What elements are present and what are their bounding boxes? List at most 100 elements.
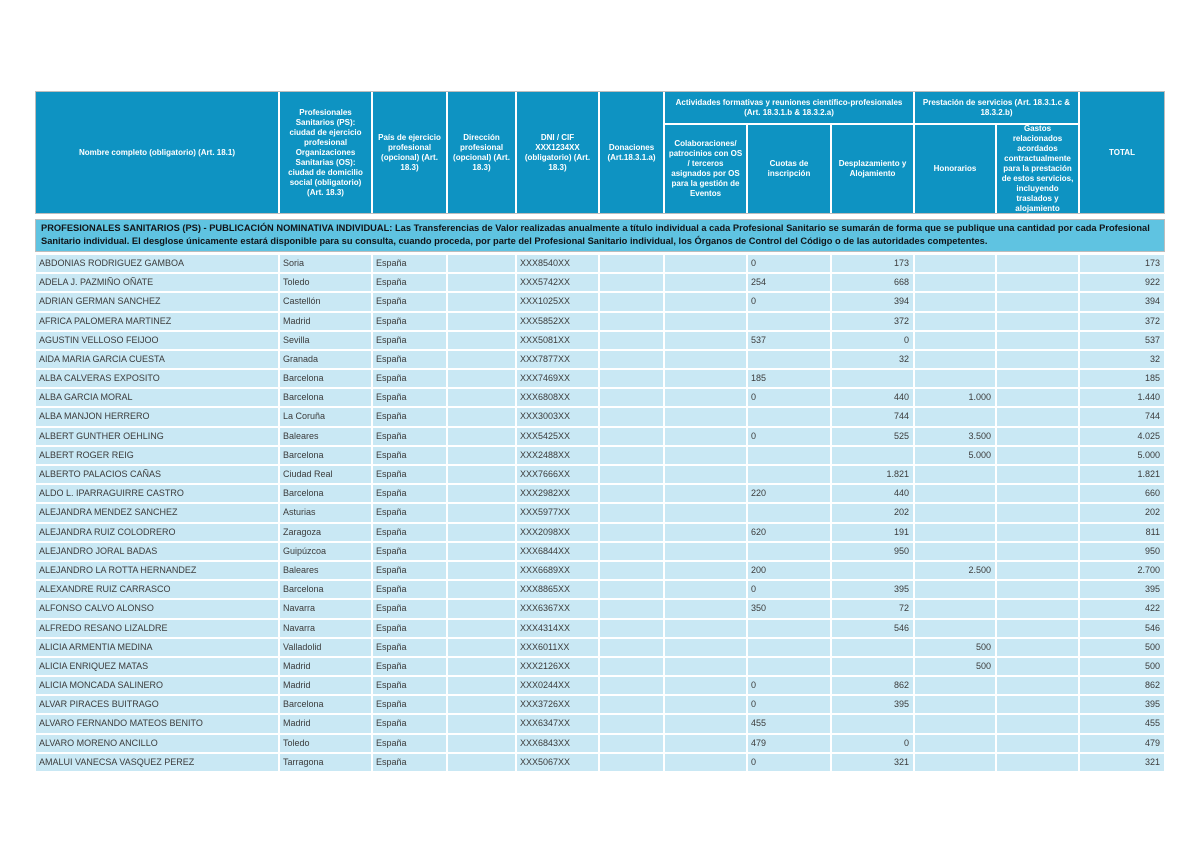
cell-direccion	[448, 542, 515, 560]
table-row: AFRICA PALOMERA MARTINEZ Madrid España XXX5…	[36, 312, 1164, 330]
cell-ciudad: Barcelona	[280, 581, 371, 599]
col-header-pais: País de ejercicio profesional (opcional)…	[373, 92, 446, 213]
cell-direccion	[448, 350, 515, 369]
cell-desplazamiento-alojamiento: 372	[832, 312, 913, 330]
cell-nombre: ALVARO MORENO ANCILLO	[36, 734, 278, 752]
cell-total: 537	[1080, 331, 1164, 349]
col-header-cuotas-inscripcion: Cuotas de inscripción	[748, 125, 830, 213]
cell-donaciones	[600, 370, 663, 388]
cell-desplazamiento-alojamiento: 1.821	[832, 466, 913, 484]
cell-colaboraciones	[665, 408, 746, 426]
cell-ciudad: Toledo	[280, 734, 371, 752]
cell-gastos-relacionados	[997, 638, 1078, 656]
cell-honorarios: 1.000	[915, 389, 995, 407]
cell-colaboraciones	[665, 638, 746, 656]
cell-cuotas-inscripcion	[748, 542, 830, 560]
cell-gastos-relacionados	[997, 331, 1078, 349]
cell-total: 500	[1080, 638, 1164, 656]
cell-total: 922	[1080, 274, 1164, 292]
cell-donaciones	[600, 485, 663, 503]
cell-direccion	[448, 331, 515, 349]
cell-gastos-relacionados	[997, 389, 1078, 407]
cell-pais: España	[373, 600, 446, 618]
cell-total: 455	[1080, 715, 1164, 733]
cell-nombre: ABDONIAS RODRIGUEZ GAMBOA	[36, 254, 278, 273]
cell-dni-cif: XXX1025XX	[517, 293, 598, 311]
cell-donaciones	[600, 446, 663, 464]
cell-gastos-relacionados	[997, 408, 1078, 426]
cell-dni-cif: XXX8540XX	[517, 254, 598, 273]
cell-dni-cif: XXX7469XX	[517, 370, 598, 388]
group-header-prestacion-servicios: Prestación de servicios (Art. 18.3.1.c &…	[915, 92, 1078, 123]
cell-desplazamiento-alojamiento	[832, 715, 913, 733]
cell-honorarios	[915, 331, 995, 349]
cell-nombre: ALEJANDRO JORAL BADAS	[36, 542, 278, 560]
cell-dni-cif: XXX2098XX	[517, 523, 598, 541]
table-row: ALEXANDRE RUIZ CARRASCO Barcelona España XX…	[36, 581, 1164, 599]
cell-nombre: ALEJANDRA RUIZ COLODRERO	[36, 523, 278, 541]
col-header-nombre: Nombre completo (obligatorio) (Art. 18.1…	[36, 92, 278, 213]
cell-cuotas-inscripcion: 0	[748, 389, 830, 407]
cell-cuotas-inscripcion	[748, 446, 830, 464]
cell-ciudad: Soria	[280, 254, 371, 273]
cell-gastos-relacionados	[997, 254, 1078, 273]
cell-desplazamiento-alojamiento	[832, 638, 913, 656]
cell-gastos-relacionados	[997, 312, 1078, 330]
cell-honorarios: 2.500	[915, 561, 995, 580]
cell-dni-cif: XXX8865XX	[517, 581, 598, 599]
cell-dni-cif: XXX3726XX	[517, 696, 598, 714]
cell-ciudad: Asturias	[280, 504, 371, 522]
cell-gastos-relacionados	[997, 677, 1078, 695]
cell-desplazamiento-alojamiento: 395	[832, 581, 913, 599]
cell-dni-cif: XXX5742XX	[517, 274, 598, 292]
table-row: ALICIA ARMENTIA MEDINA Valladolid España XX…	[36, 638, 1164, 656]
cell-ciudad: Barcelona	[280, 696, 371, 714]
transparency-report-table: Nombre completo (obligatorio) (Art. 18.1…	[35, 91, 1165, 773]
cell-colaboraciones	[665, 523, 746, 541]
cell-dni-cif: XXX5067XX	[517, 753, 598, 771]
cell-donaciones	[600, 523, 663, 541]
cell-cuotas-inscripcion: 0	[748, 254, 830, 273]
col-header-colaboraciones: Colaboraciones/ patrocinios con OS / ter…	[665, 125, 746, 213]
cell-total: 2.700	[1080, 561, 1164, 580]
cell-cuotas-inscripcion: 0	[748, 581, 830, 599]
cell-colaboraciones	[665, 293, 746, 311]
table-row: ALICIA ENRIQUEZ MATAS Madrid España XXX2126…	[36, 657, 1164, 676]
cell-direccion	[448, 427, 515, 445]
col-header-ciudad: Profesionales Sanitarios (PS): ciudad de…	[280, 92, 371, 213]
cell-donaciones	[600, 254, 663, 273]
cell-direccion	[448, 600, 515, 618]
cell-direccion	[448, 274, 515, 292]
cell-dni-cif: XXX6367XX	[517, 600, 598, 618]
cell-desplazamiento-alojamiento: 744	[832, 408, 913, 426]
cell-direccion	[448, 466, 515, 484]
table-row: AIDA MARIA GARCIA CUESTA Granada España XXX…	[36, 350, 1164, 369]
cell-desplazamiento-alojamiento: 202	[832, 504, 913, 522]
cell-total: 394	[1080, 293, 1164, 311]
cell-direccion	[448, 561, 515, 580]
cell-dni-cif: XXX2488XX	[517, 446, 598, 464]
cell-cuotas-inscripcion	[748, 657, 830, 676]
table-row: ALEJANDRO JORAL BADAS Guipúzcoa España XXX6…	[36, 542, 1164, 560]
cell-honorarios	[915, 312, 995, 330]
cell-nombre: ALEJANDRA MENDEZ SANCHEZ	[36, 504, 278, 522]
cell-ciudad: Navarra	[280, 619, 371, 637]
cell-ciudad: Madrid	[280, 677, 371, 695]
cell-honorarios	[915, 485, 995, 503]
cell-total: 4.025	[1080, 427, 1164, 445]
cell-donaciones	[600, 350, 663, 369]
cell-honorarios	[915, 254, 995, 273]
cell-total: 479	[1080, 734, 1164, 752]
table-row: ALBERT ROGER REIG Barcelona España XXX2488X…	[36, 446, 1164, 464]
table-row: ALVARO MORENO ANCILLO Toledo España XXX6843…	[36, 734, 1164, 752]
cell-nombre: AIDA MARIA GARCIA CUESTA	[36, 350, 278, 369]
cell-colaboraciones	[665, 504, 746, 522]
table-row: ADRIAN GERMAN SANCHEZ Castellón España XXX1…	[36, 293, 1164, 311]
col-header-total: TOTAL	[1080, 92, 1164, 213]
cell-ciudad: Baleares	[280, 561, 371, 580]
cell-donaciones	[600, 274, 663, 292]
cell-honorarios	[915, 350, 995, 369]
cell-cuotas-inscripcion: 0	[748, 696, 830, 714]
cell-desplazamiento-alojamiento: 0	[832, 331, 913, 349]
cell-nombre: ALFREDO RESANO LIZALDRE	[36, 619, 278, 637]
